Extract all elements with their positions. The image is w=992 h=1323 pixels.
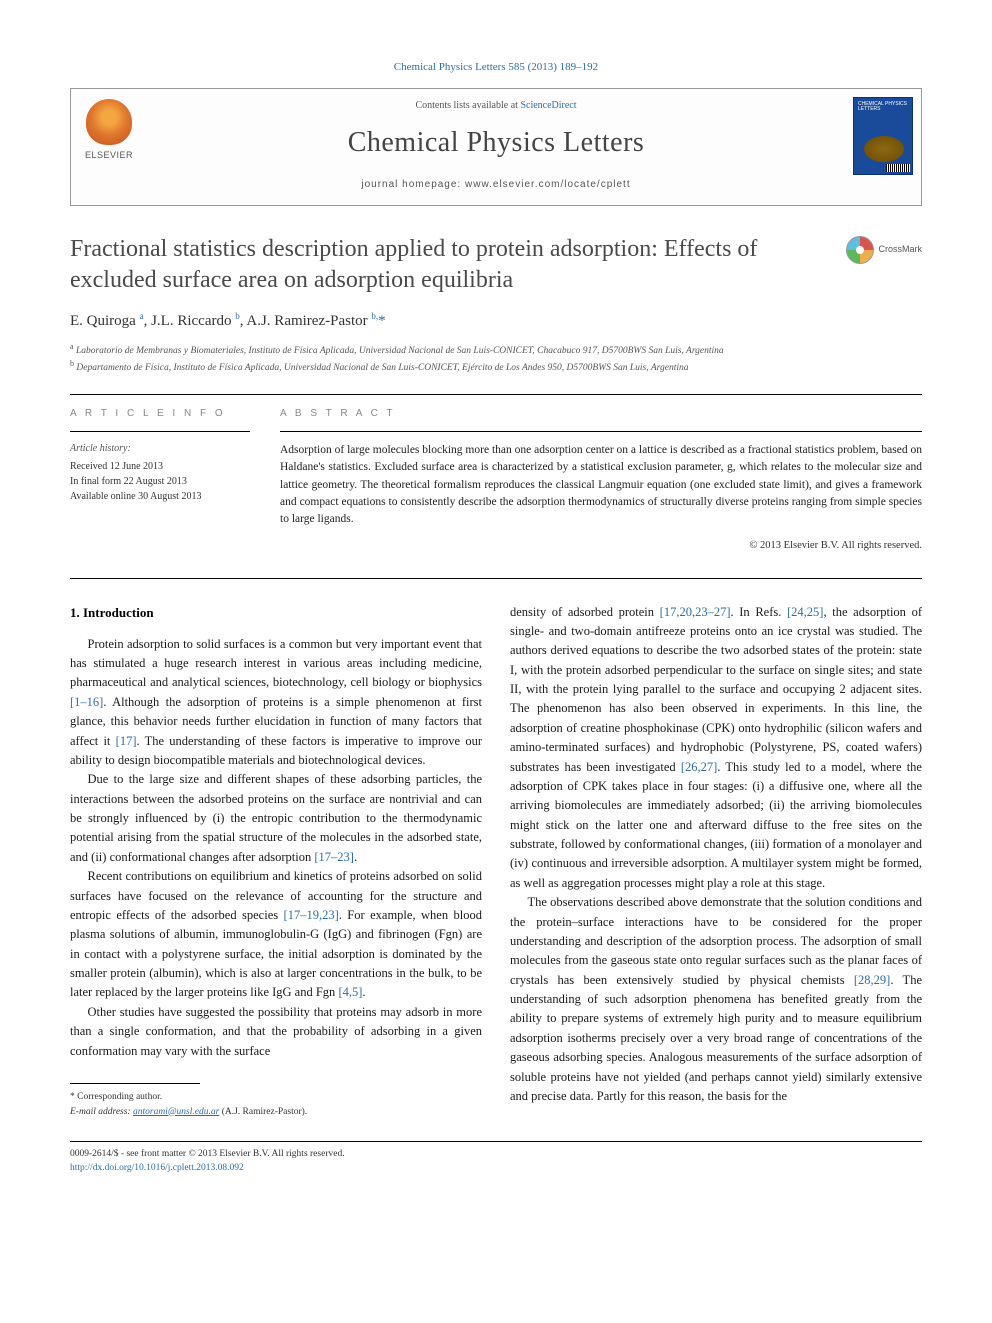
corresponding-author-block: * Corresponding author. E-mail address: …: [70, 1090, 482, 1119]
history-list: Received 12 June 2013In final form 22 Au…: [70, 459, 250, 504]
divider-below-abstract: [70, 578, 922, 579]
abstract-text: Adsorption of large molecules blocking m…: [280, 442, 922, 528]
journal-reference: Chemical Physics Letters 585 (2013) 189–…: [70, 60, 922, 76]
journal-title: Chemical Physics Letters: [153, 123, 839, 164]
corresponding-email-line: E-mail address: antorami@unsl.edu.ar (A.…: [70, 1105, 482, 1120]
article-info-label: A R T I C L E I N F O: [70, 407, 250, 422]
publisher-logo-block: ELSEVIER: [71, 89, 147, 172]
contents-lists-line: Contents lists available at ScienceDirec…: [153, 99, 839, 114]
article-info-column: A R T I C L E I N F O Article history: R…: [70, 395, 250, 554]
crossmark-icon: [846, 236, 874, 264]
cover-artwork: [864, 136, 904, 162]
doi-link[interactable]: http://dx.doi.org/10.1016/j.cplett.2013.…: [70, 1163, 244, 1173]
history-label: Article history:: [70, 442, 250, 457]
corresponding-email-link[interactable]: antorami@unsl.edu.ar: [133, 1107, 219, 1117]
affiliation-line: a Laboratorio de Membranas y Biomaterial…: [70, 341, 922, 358]
section-heading-intro: 1. Introduction: [70, 603, 482, 623]
affiliations: a Laboratorio de Membranas y Biomaterial…: [70, 341, 922, 376]
history-item: Available online 30 August 2013: [70, 489, 250, 504]
homepage-url[interactable]: www.elsevier.com/locate/cplett: [465, 179, 631, 190]
publisher-name: ELSEVIER: [79, 149, 139, 162]
cover-barcode: [886, 164, 910, 172]
body-paragraph: Due to the large size and different shap…: [70, 770, 482, 867]
journal-homepage-line: journal homepage: www.elsevier.com/locat…: [153, 178, 839, 193]
abstract-column: A B S T R A C T Adsorption of large mole…: [280, 395, 922, 554]
homepage-prefix: journal homepage:: [361, 179, 465, 190]
footnote-separator: [70, 1083, 200, 1084]
elsevier-tree-icon: [86, 99, 132, 145]
info-abstract-row: A R T I C L E I N F O Article history: R…: [70, 395, 922, 554]
contents-prefix: Contents lists available at: [415, 100, 520, 111]
body-paragraph: Protein adsorption to solid surfaces is …: [70, 635, 482, 771]
header-row: ELSEVIER Contents lists available at Sci…: [71, 89, 921, 205]
history-item: Received 12 June 2013: [70, 459, 250, 474]
corresponding-note: * Corresponding author.: [70, 1090, 482, 1105]
cover-image: CHEMICAL PHYSICS LETTERS: [853, 97, 913, 175]
body-columns: 1. Introduction Protein adsorption to so…: [70, 603, 922, 1120]
body-paragraph: The observations described above demonst…: [510, 893, 922, 1106]
author-list: E. Quiroga a, J.L. Riccardo b, A.J. Rami…: [70, 310, 922, 333]
body-paragraph: Other studies have suggested the possibi…: [70, 1003, 482, 1061]
corresponding-email-aff: (A.J. Ramirez-Pastor).: [222, 1107, 307, 1117]
journal-cover-thumb: CHEMICAL PHYSICS LETTERS: [845, 89, 921, 183]
issn-line: 0009-2614/$ - see front matter © 2013 El…: [70, 1148, 345, 1162]
article-title: Fractional statistics description applie…: [70, 234, 922, 296]
journal-ref-link[interactable]: Chemical Physics Letters 585 (2013) 189–…: [394, 61, 598, 73]
history-item: In final form 22 August 2013: [70, 474, 250, 489]
affiliation-line: b Departamento de Física, Instituto de F…: [70, 358, 922, 375]
sciencedirect-link[interactable]: ScienceDirect: [520, 100, 576, 111]
crossmark-label: CrossMark: [878, 243, 922, 256]
crossmark-badge[interactable]: CrossMark: [846, 236, 922, 264]
body-paragraph: Recent contributions on equilibrium and …: [70, 867, 482, 1003]
footer-left: 0009-2614/$ - see front matter © 2013 El…: [70, 1148, 345, 1176]
body-right-column: density of adsorbed protein [17,20,23–27…: [510, 603, 922, 1120]
abstract-copyright: © 2013 Elsevier B.V. All rights reserved…: [280, 538, 922, 553]
body-left-column: 1. Introduction Protein adsorption to so…: [70, 603, 482, 1120]
body-paragraph: density of adsorbed protein [17,20,23–27…: [510, 603, 922, 894]
abstract-divider: [280, 431, 922, 432]
abstract-label: A B S T R A C T: [280, 407, 922, 422]
page-footer: 0009-2614/$ - see front matter © 2013 El…: [70, 1141, 922, 1176]
journal-header-box: ELSEVIER Contents lists available at Sci…: [70, 88, 922, 206]
article-header: CrossMark Fractional statistics descript…: [70, 234, 922, 376]
email-label: E-mail address:: [70, 1107, 131, 1117]
cover-label: CHEMICAL PHYSICS LETTERS: [858, 102, 908, 113]
info-divider: [70, 431, 250, 432]
header-center: Contents lists available at ScienceDirec…: [147, 89, 845, 205]
page-container: Chemical Physics Letters 585 (2013) 189–…: [0, 0, 992, 1216]
